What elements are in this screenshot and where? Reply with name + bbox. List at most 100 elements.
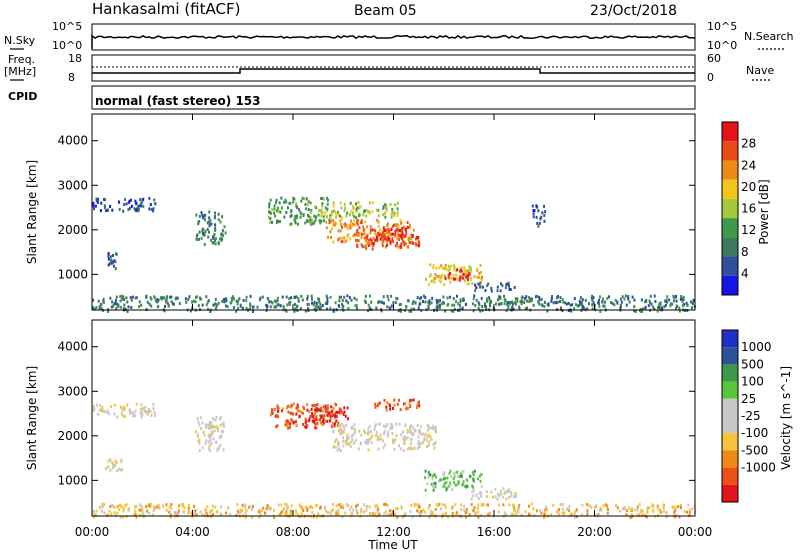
data-cell <box>580 303 583 307</box>
data-cell <box>103 204 106 208</box>
data-cell <box>142 204 145 208</box>
data-cell <box>353 430 356 434</box>
data-cell <box>414 242 417 246</box>
velocity-colorbar-segment <box>722 450 738 468</box>
data-cell <box>504 511 506 515</box>
data-cell <box>410 398 413 402</box>
data-cell <box>386 433 389 437</box>
data-cell <box>191 300 194 304</box>
data-cell <box>546 508 549 512</box>
data-cell <box>405 242 408 246</box>
data-cell <box>378 437 381 441</box>
data-cell <box>275 425 278 429</box>
data-cell <box>285 510 288 514</box>
data-cell <box>658 510 661 514</box>
data-cell <box>395 434 398 438</box>
data-cell <box>669 302 672 306</box>
data-cell <box>477 306 480 310</box>
data-cell <box>135 208 138 212</box>
data-cell <box>365 246 368 250</box>
data-cell <box>353 219 356 223</box>
data-cell <box>97 412 100 416</box>
data-cell <box>369 294 371 298</box>
data-cell <box>526 306 529 310</box>
data-cell <box>428 433 431 437</box>
data-cell <box>326 196 329 200</box>
data-cell <box>128 206 131 210</box>
data-cell <box>148 407 150 411</box>
data-cell <box>300 410 303 414</box>
data-cell <box>486 284 489 288</box>
data-cell <box>427 426 430 430</box>
data-cell <box>396 507 399 510</box>
data-cell <box>438 266 441 270</box>
data-cell <box>471 490 474 494</box>
power-colorbar-frame <box>721 121 739 296</box>
data-cell <box>387 232 390 236</box>
data-cell <box>394 234 396 238</box>
data-cell <box>690 300 692 304</box>
data-cell <box>411 241 414 245</box>
data-cell <box>182 509 185 513</box>
data-cell <box>380 309 383 313</box>
data-cell <box>452 263 455 267</box>
velocity-colorbar-tick: -100 <box>741 426 768 440</box>
data-cell <box>658 302 661 306</box>
data-cell <box>281 510 284 514</box>
data-cell <box>119 468 122 472</box>
data-cell <box>293 216 296 220</box>
data-cell <box>138 300 141 304</box>
velocity-colorbar-tick: -500 <box>741 443 768 457</box>
data-cell <box>178 504 181 508</box>
data-cell <box>113 302 116 305</box>
data-cell <box>376 208 379 212</box>
data-cell <box>311 511 314 514</box>
data-cell <box>344 439 347 443</box>
power-colorbar-segment <box>722 160 738 180</box>
data-cell <box>286 422 289 426</box>
data-cell <box>620 305 622 308</box>
data-cell <box>420 510 423 514</box>
data-cell <box>384 235 386 239</box>
data-cell <box>396 201 399 205</box>
data-cell <box>210 222 213 226</box>
data-cell <box>142 512 145 516</box>
data-cell <box>445 480 448 484</box>
data-cell <box>682 296 685 299</box>
data-cell <box>454 475 457 479</box>
data-cell <box>631 295 634 299</box>
data-cell <box>109 255 112 259</box>
data-cell <box>299 515 302 519</box>
data-cell <box>149 296 152 300</box>
data-cell <box>339 295 342 299</box>
data-cell <box>543 219 546 223</box>
data-cell <box>648 299 651 303</box>
data-cell <box>406 245 409 249</box>
data-cell <box>312 417 315 421</box>
data-cell <box>383 502 386 506</box>
data-cell <box>453 471 456 475</box>
data-cell <box>285 309 288 313</box>
data-cell <box>384 245 387 249</box>
data-cell <box>355 207 358 211</box>
data-cell <box>175 296 178 300</box>
data-cell <box>378 401 381 405</box>
data-cell <box>385 408 388 412</box>
data-cell <box>311 222 314 226</box>
data-cell <box>314 404 317 407</box>
data-cell <box>208 420 211 424</box>
velocity-colorbar-segment <box>722 364 738 382</box>
data-cell <box>464 511 467 515</box>
data-cell <box>543 512 546 516</box>
data-cell <box>297 297 300 301</box>
data-cell <box>581 503 584 507</box>
data-cell <box>120 412 123 416</box>
data-cell <box>119 295 122 298</box>
data-cell <box>443 503 446 507</box>
data-cell <box>420 296 423 300</box>
data-cell <box>443 274 446 278</box>
data-cell <box>194 300 197 304</box>
data-cell <box>403 435 406 439</box>
